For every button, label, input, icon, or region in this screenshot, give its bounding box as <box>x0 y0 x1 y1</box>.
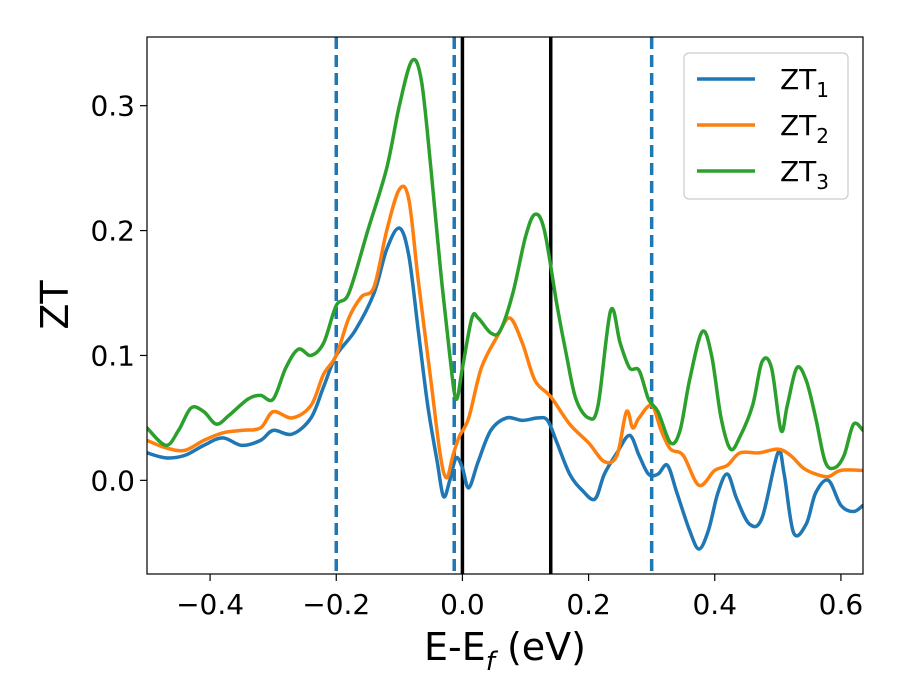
legend-label-main: ZT <box>780 155 817 188</box>
y-tick-label: 0.2 <box>90 215 135 248</box>
legend-label-subscript: 3 <box>816 170 829 194</box>
legend-label-subscript: 2 <box>816 124 829 148</box>
y-axis-title: ZT <box>33 280 77 330</box>
x-tick-label: 0.4 <box>692 588 737 621</box>
y-tick-label: 0.3 <box>90 90 135 123</box>
series-line-zt3 <box>147 57 863 471</box>
legend-label-zt3: ZT3 <box>780 155 829 194</box>
x-tick-label: 0.6 <box>819 588 864 621</box>
legend-label-main: ZT <box>780 109 817 142</box>
legend-label-main: ZT <box>780 63 817 96</box>
legend-label-zt2: ZT2 <box>780 109 829 148</box>
x-tick-label: 0.0 <box>440 588 485 621</box>
plot-frame <box>146 36 864 575</box>
x-axis-title-unit: (eV) <box>495 625 586 669</box>
x-tick-label: −0.4 <box>176 588 244 621</box>
data-series <box>147 57 863 551</box>
x-tick-label: −0.2 <box>302 588 370 621</box>
y-axis-ticks: 0.0 0.1 0.2 0.3 <box>90 90 147 497</box>
series-line-zt2 <box>147 184 863 488</box>
x-tick-label: 0.2 <box>566 588 611 621</box>
x-axis-title-main: E-E <box>424 625 486 669</box>
x-axis-title: E-Ef (eV) <box>424 625 586 677</box>
y-tick-label: 0.0 <box>90 464 135 497</box>
legend-label-subscript: 1 <box>816 78 829 102</box>
x-axis-ticks: −0.4 −0.2 0.0 0.2 0.4 0.6 <box>176 574 863 621</box>
y-tick-label: 0.1 <box>90 339 135 372</box>
series-line-zt1 <box>147 226 863 551</box>
legend-label-zt1: ZT1 <box>780 63 829 102</box>
reference-lines <box>334 37 654 574</box>
legend-box <box>683 52 849 200</box>
